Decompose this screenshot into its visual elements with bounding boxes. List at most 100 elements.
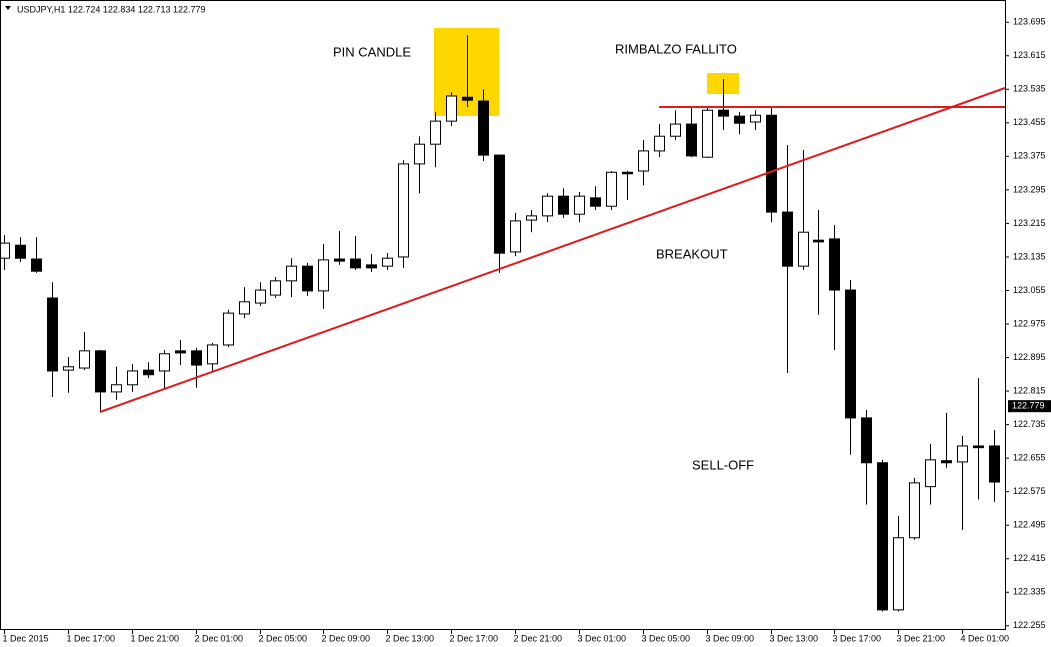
candle-body-down — [861, 417, 872, 464]
candle-body-up — [925, 459, 936, 488]
trend-line — [99, 87, 1006, 413]
candle-body-up — [702, 109, 713, 158]
candle-body-up — [286, 265, 297, 282]
candle-body-down — [366, 264, 377, 269]
candle-body-down — [590, 197, 601, 207]
candle-body-down — [941, 460, 952, 464]
x-tick-label: 3 Dec 09:00 — [706, 633, 755, 643]
y-tick-label: 123.615 — [1013, 50, 1046, 60]
chart-title: USDJPY,H1 122.724 122.834 122.713 122.77… — [17, 4, 206, 14]
x-tick-label: 1 Dec 21:00 — [131, 633, 180, 643]
x-tick-label: 3 Dec 17:00 — [833, 633, 882, 643]
x-tick-label: 2 Dec 09:00 — [322, 633, 371, 643]
y-tick-label: 122.575 — [1013, 486, 1046, 496]
x-tick-label: 3 Dec 05:00 — [642, 633, 691, 643]
candle-body-down — [47, 297, 58, 372]
candle-body-down — [302, 265, 313, 292]
candle-body-down — [31, 258, 42, 272]
candle-body-down — [734, 115, 745, 124]
candle-body-up — [127, 370, 138, 386]
y-tick-label: 122.735 — [1013, 419, 1046, 429]
candle-body-down — [989, 445, 1000, 483]
candle-body-up — [414, 143, 425, 165]
x-tick-label: 4 Dec 01:00 — [961, 633, 1010, 643]
candle-body-down — [558, 195, 569, 215]
y-tick-label: 123.215 — [1013, 218, 1046, 228]
candle-body-down — [877, 462, 888, 611]
candle-body-up — [654, 135, 665, 152]
y-tick-label: 123.695 — [1013, 17, 1046, 27]
candle-body-up — [750, 114, 761, 123]
candle-body-up — [638, 150, 649, 172]
y-tick-label: 123.455 — [1013, 117, 1046, 127]
candle-body-down — [15, 244, 26, 259]
candles — [0, 35, 1000, 612]
y-tick-label: 123.135 — [1013, 251, 1046, 261]
candle-body-up — [430, 120, 441, 145]
candle-body-down — [973, 445, 984, 449]
last-price-label: 122.779 — [1012, 401, 1045, 411]
candle-body-up — [382, 257, 393, 267]
candle-body-up — [63, 366, 74, 371]
candle-body-up — [542, 195, 553, 217]
candle-body-down — [782, 211, 793, 267]
x-tick-label: 1 Dec 17:00 — [67, 633, 116, 643]
candle-body-down — [334, 258, 345, 262]
candle-body-up — [510, 220, 521, 253]
pin-highlight — [434, 28, 499, 116]
candle-body-down — [845, 289, 856, 419]
candle-body-up — [446, 95, 457, 122]
candle-body-up — [270, 280, 281, 296]
candle-body-up — [606, 171, 617, 207]
candle-body-down — [175, 350, 186, 354]
y-tick-label: 122.975 — [1013, 318, 1046, 328]
x-tick-label: 3 Dec 01:00 — [578, 633, 627, 643]
candle-body-up — [0, 242, 10, 259]
x-tick-label: 1 Dec 2015 — [3, 633, 49, 643]
candle-body-up — [893, 537, 904, 611]
candle-body-down — [350, 258, 361, 269]
candle-body-up — [670, 123, 681, 137]
candle-body-up — [111, 384, 122, 393]
y-tick-label: 122.655 — [1013, 453, 1046, 463]
candle-body-up — [909, 482, 920, 539]
x-tick-label: 2 Dec 01:00 — [195, 633, 244, 643]
candle-body-down — [478, 100, 489, 156]
candle-body-down — [191, 350, 202, 366]
title-icon — [5, 6, 11, 10]
last-price-box — [1008, 400, 1051, 413]
candle-body-down — [622, 171, 633, 175]
candle-body-up — [79, 350, 90, 369]
y-tick-label: 122.415 — [1013, 553, 1046, 563]
x-tick-label: 2 Dec 13:00 — [386, 633, 435, 643]
candle-body-down — [813, 239, 824, 243]
candle-body-up — [798, 231, 809, 267]
candle-body-up — [526, 215, 537, 221]
candle-body-down — [494, 154, 505, 254]
x-tick-label: 3 Dec 13:00 — [770, 633, 819, 643]
candle-body-down — [829, 238, 840, 291]
candle-body-up — [223, 312, 234, 346]
x-tick-label: 2 Dec 21:00 — [514, 633, 563, 643]
candle-body-down — [95, 350, 106, 393]
plot-frame — [0, 0, 1006, 630]
y-tick-label: 123.295 — [1013, 184, 1046, 194]
x-tick-label: 3 Dec 21:00 — [897, 633, 946, 643]
candle-body-up — [207, 344, 218, 365]
y-tick-label: 122.495 — [1013, 520, 1046, 530]
candle-body-down — [718, 109, 729, 117]
annotation: SELL-OFF — [692, 457, 754, 472]
y-tick-label: 122.255 — [1013, 620, 1046, 630]
x-tick-label: 2 Dec 17:00 — [450, 633, 499, 643]
y-tick-label: 122.335 — [1013, 587, 1046, 597]
candle-body-up — [318, 259, 329, 292]
candle-body-up — [159, 353, 170, 372]
y-tick-label: 122.895 — [1013, 352, 1046, 362]
y-tick-label: 123.535 — [1013, 84, 1046, 94]
annotation: BREAKOUT — [656, 246, 728, 261]
candle-body-up — [957, 445, 968, 463]
y-tick-label: 123.055 — [1013, 285, 1046, 295]
x-tick-label: 2 Dec 05:00 — [259, 633, 308, 643]
annotation: RIMBALZO FALLITO — [615, 41, 737, 56]
